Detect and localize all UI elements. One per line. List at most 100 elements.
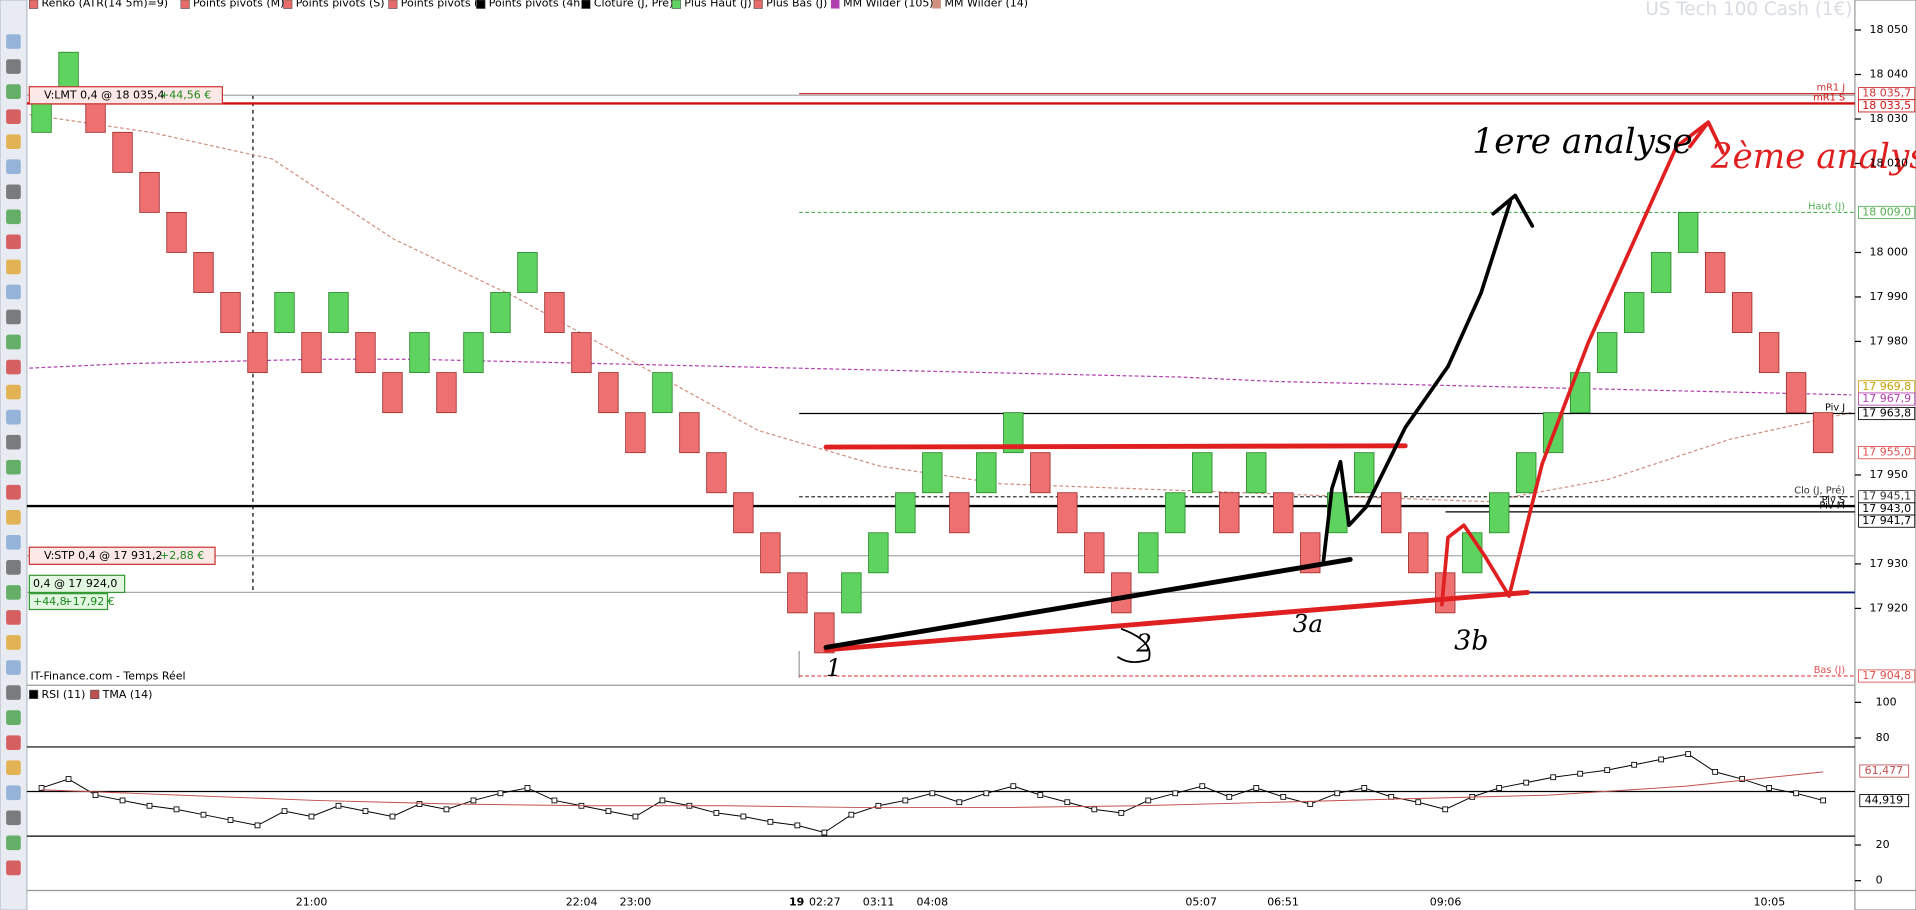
rsi-point	[1172, 790, 1179, 797]
legend-swatch	[283, 0, 293, 9]
tool-button[interactable]	[6, 184, 21, 200]
drawn-line	[823, 443, 1408, 450]
y-tick-label: 17 930	[1870, 557, 1908, 570]
x-tick-label: 03:11	[863, 896, 895, 909]
up-brick	[1596, 332, 1618, 374]
tool-button[interactable]	[6, 560, 21, 575]
tool-button[interactable]	[6, 509, 21, 525]
tool-button[interactable]	[6, 259, 21, 275]
x-tick-label: 19	[789, 896, 804, 909]
down-brick	[1785, 372, 1807, 414]
tool-button[interactable]	[6, 735, 21, 750]
tool-button[interactable]	[6, 434, 21, 450]
down-brick	[1408, 532, 1429, 574]
rsi-point	[713, 810, 720, 816]
tool-button[interactable]	[6, 860, 21, 876]
tool-button[interactable]	[6, 209, 21, 225]
annotation: 3b	[1454, 625, 1488, 656]
rsi-point	[524, 785, 531, 791]
rsi-point	[902, 797, 909, 804]
down-brick	[139, 171, 160, 213]
tool-button[interactable]	[6, 610, 21, 625]
rsi-point	[551, 797, 558, 804]
legend-swatch	[388, 0, 398, 9]
tool-button[interactable]	[6, 159, 21, 175]
tool-button[interactable]	[6, 484, 21, 500]
down-brick	[787, 572, 808, 614]
tool-button[interactable]	[6, 835, 21, 851]
position-frame	[28, 593, 109, 611]
tool-button[interactable]	[6, 134, 21, 150]
order-box[interactable]: V:LMT 0,4 @ 18 035,4 +44,56 €	[28, 86, 224, 105]
rsi-point	[335, 802, 342, 809]
up-brick	[1623, 292, 1645, 333]
tool-button[interactable]	[6, 585, 21, 600]
tool-button[interactable]	[6, 384, 21, 400]
up-brick	[1138, 532, 1159, 574]
down-brick	[733, 492, 754, 534]
up-brick	[274, 292, 295, 333]
level-name: mR1 S	[1813, 92, 1845, 103]
position-pnl: +17,92 €	[64, 595, 115, 608]
down-brick	[598, 372, 619, 414]
tool-button[interactable]	[6, 635, 21, 650]
rsi-point	[1307, 801, 1314, 807]
down-brick	[193, 252, 214, 293]
tool-button[interactable]	[6, 109, 21, 124]
price-tag-label: 18 033,5	[1862, 99, 1911, 112]
tool-button[interactable]	[6, 309, 21, 325]
legend-swatch	[180, 0, 190, 9]
x-tick-label: 22:04	[566, 896, 598, 909]
annotation: 2	[1135, 628, 1152, 657]
price-tag-label: 17 967,9	[1862, 392, 1911, 405]
rsi-point	[416, 801, 423, 807]
tool-button[interactable]	[6, 710, 21, 725]
tool-button[interactable]	[6, 284, 21, 300]
legend-swatch	[476, 0, 486, 9]
tool-button[interactable]	[6, 334, 21, 350]
rsi-point	[740, 813, 747, 820]
price-tag-label: 18 009,0	[1862, 205, 1911, 218]
hand-drawing	[823, 120, 1725, 664]
tool-button[interactable]	[6, 84, 21, 99]
level-name: Piv J	[1825, 402, 1845, 413]
tool-button[interactable]	[6, 685, 21, 700]
x-tick-label: 23:00	[620, 896, 652, 909]
rsi-point	[983, 790, 990, 797]
order-box[interactable]: V:STP 0,4 @ 17 931,2 +2,88 €	[28, 546, 216, 565]
rsi-point	[1793, 790, 1800, 797]
moving-average	[29, 358, 1852, 396]
up-brick	[1165, 492, 1186, 534]
rsi-point	[1496, 785, 1503, 791]
value-tag	[1859, 764, 1910, 778]
rsi-point	[794, 822, 801, 829]
position-box[interactable]: 0,4 @ 17 924,0 +44,8 +17,92 €	[28, 574, 126, 611]
legend-label: Renko (ATR(14 5m)=9)	[42, 0, 169, 10]
y-tick-label: 20	[1876, 838, 1890, 851]
watermark: US Tech 100 Cash (1€)	[1645, 0, 1852, 20]
tool-button[interactable]	[6, 34, 21, 49]
up-brick	[652, 372, 673, 414]
legend-swatch	[830, 0, 840, 9]
tool-button[interactable]	[6, 810, 21, 826]
tool-button[interactable]	[6, 660, 21, 675]
tool-button[interactable]	[6, 59, 21, 74]
legend-label: RSI (11)	[42, 688, 86, 701]
tool-button[interactable]	[6, 459, 21, 475]
legend-label: Points pivots (J)	[401, 0, 486, 10]
y-tick-label: 18 020	[1870, 156, 1908, 169]
legend-label: Points pivots (S)	[296, 0, 385, 10]
up-brick	[1677, 211, 1699, 253]
tool-button[interactable]	[6, 760, 21, 776]
tool-button[interactable]	[6, 359, 21, 375]
legend-swatch	[29, 689, 39, 699]
down-brick	[679, 412, 700, 454]
rsi-point	[1712, 769, 1719, 775]
tool-button[interactable]	[6, 535, 21, 550]
tool-button[interactable]	[6, 785, 21, 801]
drawn-line	[823, 556, 1353, 650]
tool-button[interactable]	[6, 409, 21, 425]
tool-button[interactable]	[6, 234, 21, 250]
